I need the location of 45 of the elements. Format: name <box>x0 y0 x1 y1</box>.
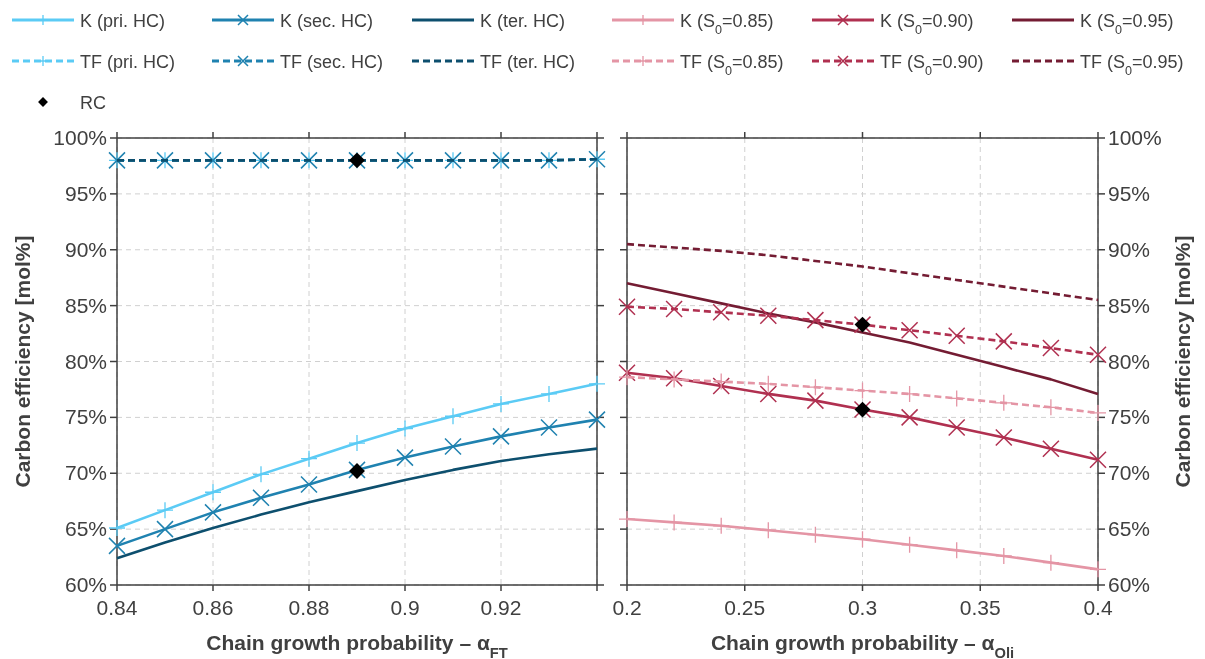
legend-label: K (pri. HC) <box>80 11 165 31</box>
legend-label: K (S$_{0}$=0.90) <box>880 11 974 37</box>
y2-tick-label: 95% <box>1108 181 1151 205</box>
y-tick-label: 70% <box>64 461 107 485</box>
x-tick-label: 0.35 <box>959 596 1001 619</box>
legend-label: TF (pri. HC) <box>80 52 175 72</box>
y2-tick-label: 65% <box>1108 517 1151 541</box>
y-tick-label: 95% <box>64 181 107 205</box>
legend-label: TF (S$_{0}$=0.85) <box>680 52 784 78</box>
y-axis-title: Carbon efficiency [mol%] <box>11 235 34 488</box>
y-tick-label: 90% <box>64 237 107 261</box>
y2-tick-label: 90% <box>1108 237 1151 261</box>
x-tick-label: 0.2 <box>612 596 642 619</box>
x-tick-label: 0.88 <box>288 596 330 619</box>
x-tick-label: 0.92 <box>480 596 522 619</box>
x-axis-title: Chain growth probability – α$_{FT}$ <box>206 631 508 659</box>
legend-label: TF (S$_{0}$=0.90) <box>880 52 984 78</box>
legend-label: K (S$_{0}$=0.95) <box>1080 11 1174 37</box>
legend-label: RC <box>80 93 106 113</box>
legend-label: TF (ter. HC) <box>480 52 575 72</box>
x-tick-label: 0.4 <box>1083 596 1113 619</box>
y-tick-label: 60% <box>64 573 107 596</box>
y2-tick-label: 80% <box>1108 349 1151 373</box>
y2-tick-label: 100% <box>1108 126 1162 149</box>
y2-tick-label: 85% <box>1108 293 1151 317</box>
y-tick-label: 75% <box>64 405 107 429</box>
legend-label: K (S$_{0}$=0.85) <box>680 11 774 37</box>
y-tick-label: 85% <box>64 293 107 317</box>
y-tick-label: 65% <box>64 517 107 541</box>
y2-tick-label: 70% <box>1108 461 1151 485</box>
legend-label: K (ter. HC) <box>480 11 566 31</box>
x-tick-label: 0.86 <box>192 596 234 619</box>
y-tick-label: 100% <box>53 126 107 149</box>
legend-label: TF (S$_{0}$=0.95) <box>1080 52 1184 78</box>
legend-label: TF (sec. HC) <box>280 52 383 72</box>
legend-label: K (sec. HC) <box>280 11 374 31</box>
x-tick-label: 0.84 <box>96 596 138 619</box>
y2-tick-label: 60% <box>1108 573 1151 596</box>
x-tick-label: 0.3 <box>847 596 878 619</box>
x-axis-title: Chain growth probability – α$_{Oli}$ <box>710 631 1015 659</box>
y2-tick-label: 75% <box>1108 405 1151 429</box>
x-tick-label: 0.25 <box>724 596 766 619</box>
x-tick-label: 0.9 <box>390 596 420 619</box>
y2-axis-title: Carbon efficiency [mol%] <box>1171 235 1194 488</box>
y-tick-label: 80% <box>64 349 107 373</box>
